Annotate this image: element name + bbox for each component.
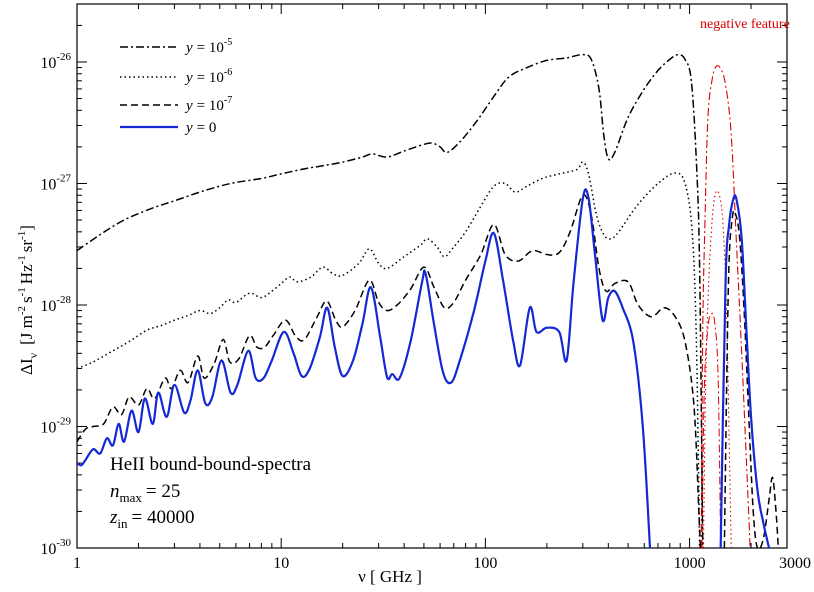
plot-frame — [76, 3, 788, 549]
x-tick-label: 1 — [73, 555, 81, 572]
series-line — [77, 188, 652, 548]
y-tick-label: 10-26 — [40, 51, 71, 72]
y-tick-label: 10-28 — [40, 294, 71, 315]
x-tick-label: 100 — [473, 555, 497, 572]
series-line — [723, 209, 780, 548]
negative-feature-annotation: negative feature — [700, 17, 790, 32]
legend-label-y1e-5: y = 10-5 — [184, 37, 232, 56]
legend-label-y1e-6: y = 10-6 — [184, 67, 232, 86]
series-line — [700, 64, 751, 548]
y-tick-label: 10-27 — [40, 172, 71, 193]
series-line — [77, 194, 702, 548]
legend-label-y0: y = 0 — [184, 120, 216, 136]
inset-zin: zin = 40000 — [109, 507, 195, 531]
y-tick-label: 10-30 — [40, 537, 71, 558]
y-tick-labels: 10-30 10-29 10-28 10-27 10-26 — [40, 51, 71, 558]
series-line — [719, 194, 771, 548]
legend-label-y1e-7: y = 10-7 — [184, 95, 232, 114]
legend: y = 10-5 y = 10-6 y = 10-7 y = 0 — [120, 37, 232, 136]
x-tick-label: 3000 — [779, 555, 811, 572]
x-tick-labels: 1 10 100 1000 3000 — [73, 555, 811, 572]
x-axis-label: ν [ GHz ] — [358, 567, 422, 586]
series-line — [77, 53, 704, 548]
inset-text: HeII bound-bound-spectra nmax = 25 zin = 4… — [109, 454, 312, 531]
y-axis-label: ΔIν[J m-2s-1Hz-1sr-1] — [16, 225, 40, 375]
y-tick-label: 10-29 — [40, 415, 71, 436]
x-tick-label: 1000 — [674, 555, 706, 572]
axis-ticks — [76, 3, 788, 549]
series-line — [701, 312, 722, 548]
inset-nmax: nmax = 25 — [110, 481, 180, 505]
series-lines — [77, 53, 780, 548]
x-tick-label: 10 — [273, 555, 289, 572]
inset-title: HeII bound-bound-spectra — [110, 454, 312, 475]
series-line — [702, 190, 732, 548]
